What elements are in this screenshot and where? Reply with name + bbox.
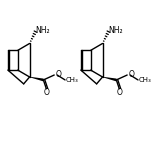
Text: NH₂: NH₂ xyxy=(108,26,123,35)
Polygon shape xyxy=(102,77,117,81)
Text: O: O xyxy=(43,88,49,97)
Text: NH₂: NH₂ xyxy=(35,26,50,35)
Polygon shape xyxy=(29,77,44,81)
Text: O: O xyxy=(55,69,61,79)
Text: O: O xyxy=(116,88,122,97)
Text: CH₃: CH₃ xyxy=(66,77,78,83)
Text: O: O xyxy=(128,69,134,79)
Text: CH₃: CH₃ xyxy=(139,77,151,83)
